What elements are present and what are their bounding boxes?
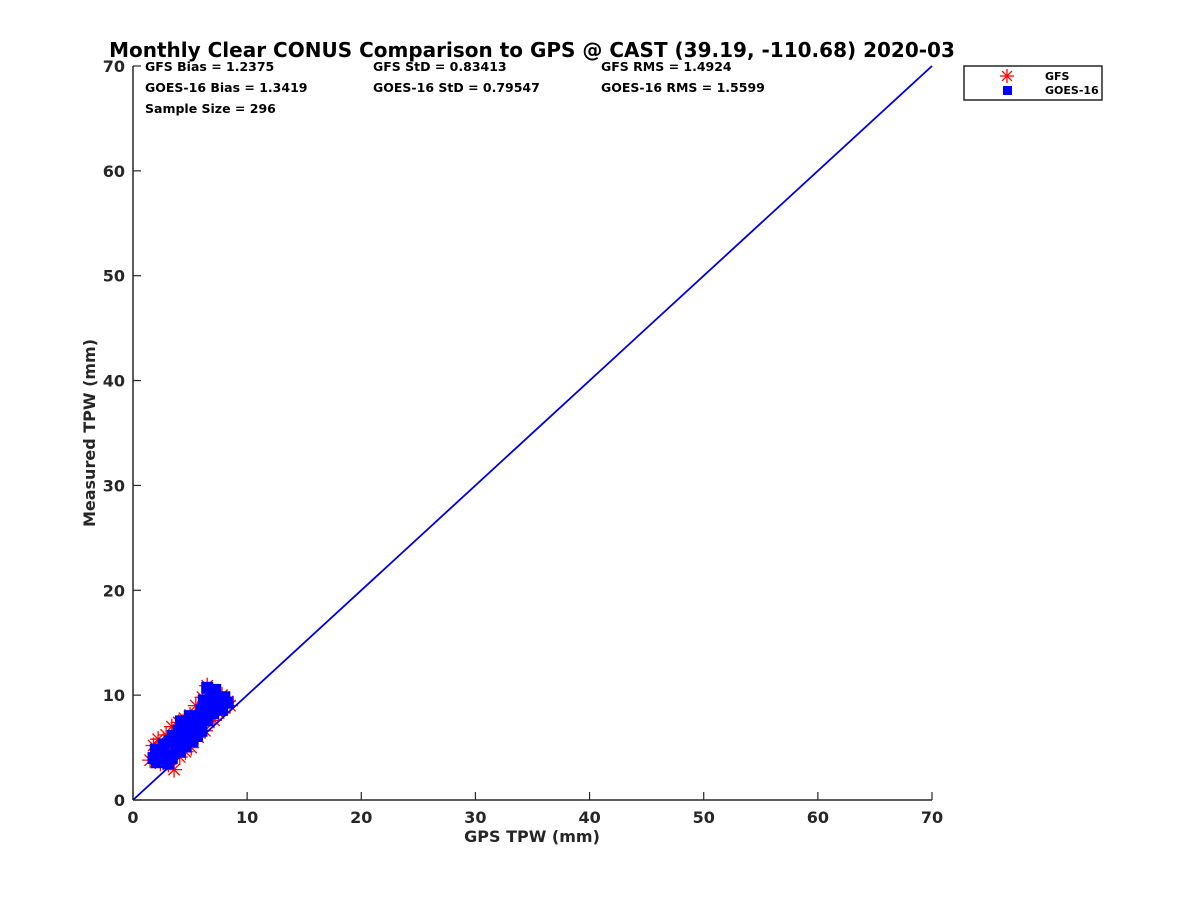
legend-label: GFS xyxy=(1045,70,1070,83)
stat-text: GOES-16 Bias = 1.3419 xyxy=(145,80,307,95)
chart-title: Monthly Clear CONUS Comparison to GPS @ … xyxy=(109,38,955,62)
stat-text: GFS StD = 0.83413 xyxy=(373,59,507,74)
legend-label: GOES-16 xyxy=(1045,84,1099,97)
x-axis-label: GPS TPW (mm) xyxy=(464,827,600,846)
legend-item-goes-16: GOES-16 xyxy=(1003,84,1099,97)
y-tick-label: 40 xyxy=(103,372,125,391)
legend-item-gfs: GFS xyxy=(1000,69,1070,83)
stats-block: GFS Bias = 1.2375 GFS StD = 0.83413 GFS RM… xyxy=(145,59,765,116)
stat-text: GOES-16 StD = 0.79547 xyxy=(373,80,540,95)
goes16-point xyxy=(189,722,202,735)
stat-text: GOES-16 RMS = 1.5599 xyxy=(601,80,765,95)
legend-box xyxy=(963,65,1103,101)
x-tick-label: 50 xyxy=(693,808,715,827)
goes16-point xyxy=(174,715,187,728)
goes16-point xyxy=(221,696,234,709)
stat-text: GFS Bias = 1.2375 xyxy=(145,59,274,74)
y-tick-label: 0 xyxy=(114,791,125,810)
goes16-point xyxy=(162,757,175,770)
x-tick-label: 10 xyxy=(236,808,258,827)
y-tick-label: 70 xyxy=(103,57,125,76)
goes16-point xyxy=(150,756,163,769)
goes16-point xyxy=(204,689,217,702)
y-axis-label: Measured TPW (mm) xyxy=(80,339,99,527)
y-tick-label: 50 xyxy=(103,267,125,286)
y-tick-label: 20 xyxy=(103,581,125,600)
x-tick-label: 0 xyxy=(127,808,138,827)
x-tick-label: 30 xyxy=(464,808,486,827)
one-to-one-line xyxy=(132,65,933,801)
legend-square-icon xyxy=(1003,86,1012,95)
y-tick-label: 10 xyxy=(103,686,125,705)
series-goes-16 xyxy=(147,681,234,770)
goes16-point xyxy=(212,700,225,713)
y-tick-label: 30 xyxy=(103,476,125,495)
x-tick-label: 70 xyxy=(921,808,943,827)
axis-ticks: 0 10 20 30 40 50 60 70 0 10 20 30 40 50 60 70 xyxy=(103,57,943,827)
y-tick-label: 60 xyxy=(103,162,125,181)
goes16-point xyxy=(195,703,208,716)
data-marks xyxy=(132,65,933,801)
x-tick-label: 20 xyxy=(350,808,372,827)
x-tick-label: 40 xyxy=(578,808,600,827)
x-tick-label: 60 xyxy=(807,808,829,827)
stat-text: GFS RMS = 1.4924 xyxy=(601,59,732,74)
stat-text: Sample Size = 296 xyxy=(145,101,276,116)
